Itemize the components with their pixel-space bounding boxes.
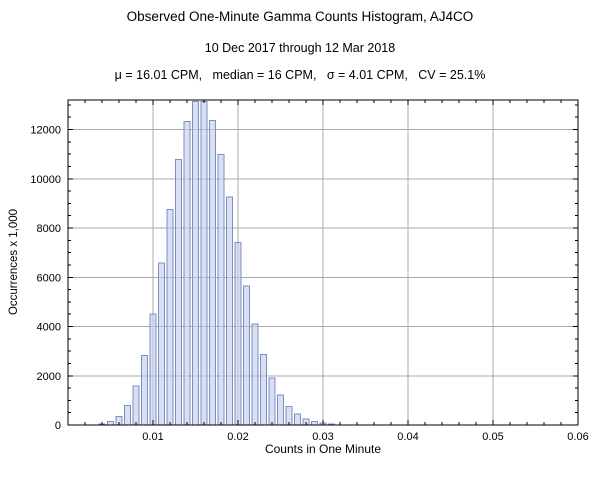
x-tick-label: 0.01 — [142, 431, 163, 443]
chart-subtitle: 10 Dec 2017 through 12 Mar 2018 — [204, 41, 396, 55]
histogram-bar — [276, 394, 285, 426]
x-axis-label: Counts in One Minute — [264, 442, 382, 456]
x-tick-label: 0.06 — [567, 431, 588, 443]
histogram-bar — [174, 158, 183, 426]
histogram-bar — [293, 413, 302, 426]
histogram-bar — [234, 242, 242, 426]
histogram-bar — [123, 404, 132, 426]
x-tick-label: 0.03 — [312, 431, 333, 443]
histogram-bar — [259, 354, 268, 426]
histogram-bar — [149, 313, 157, 426]
histogram-bar — [268, 377, 276, 426]
histogram-bar — [208, 119, 217, 426]
histogram-bar — [217, 153, 225, 426]
histogram-bar — [310, 421, 319, 426]
histogram-bar — [140, 354, 149, 426]
y-tick-label: 2000 — [37, 371, 61, 383]
y-tick-label: 12000 — [30, 125, 61, 137]
y-tick-label: 6000 — [37, 272, 61, 284]
chart-stats-annotation: μ = 16.01 CPM, median = 16 CPM, σ = 4.01… — [114, 68, 486, 82]
x-tick-label: 0.04 — [397, 431, 418, 443]
y-tick-label: 4000 — [37, 322, 61, 334]
x-tick-label: 0.02 — [227, 431, 248, 443]
histogram-bar — [242, 285, 251, 426]
histogram-bar — [166, 208, 174, 426]
y-tick-label: 8000 — [37, 223, 61, 235]
histogram-bar — [225, 196, 234, 426]
y-tick-label: 10000 — [30, 174, 61, 186]
histogram-bar — [132, 385, 140, 426]
histogram-bar — [200, 100, 208, 426]
y-tick-label: 0 — [55, 420, 61, 432]
histogram-bar — [191, 100, 200, 426]
histogram-bar — [183, 121, 191, 426]
chart-title: Observed One-Minute Gamma Counts Histogr… — [126, 9, 474, 24]
x-tick-label: 0.05 — [482, 431, 503, 443]
histogram-bar — [157, 262, 166, 426]
histogram-bar — [251, 323, 259, 426]
